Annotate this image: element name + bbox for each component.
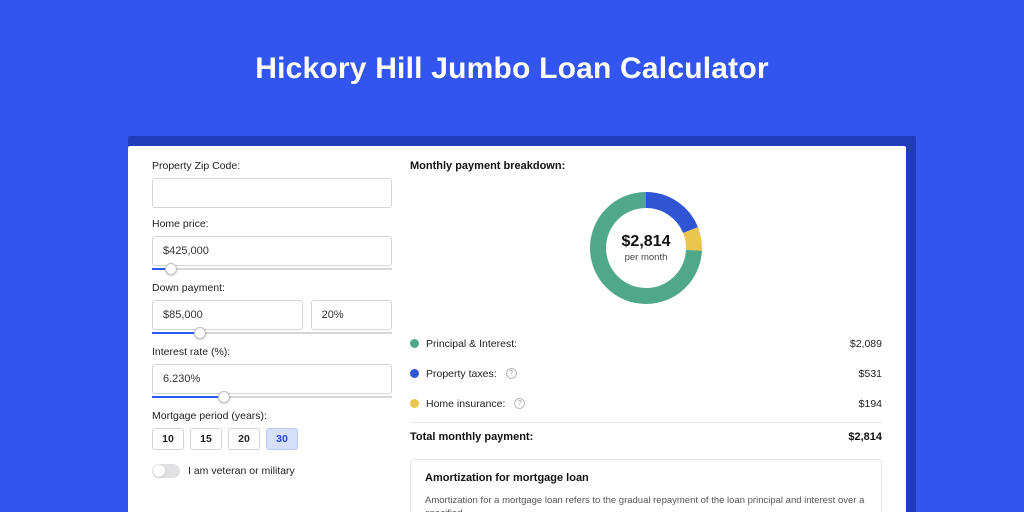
legend-row: Principal & Interest: $2,089 bbox=[410, 328, 882, 358]
total-value: $2,814 bbox=[848, 431, 882, 443]
legend-label: Home insurance: bbox=[426, 398, 505, 410]
interest-rate-group: Interest rate (%): bbox=[152, 346, 392, 400]
mortgage-period-label: Mortgage period (years): bbox=[152, 410, 392, 422]
breakdown-heading: Monthly payment breakdown: bbox=[410, 160, 882, 172]
veteran-row: I am veteran or military bbox=[152, 464, 392, 478]
page-background: Hickory Hill Jumbo Loan Calculator Prope… bbox=[0, 0, 1024, 512]
veteran-label: I am veteran or military bbox=[188, 465, 295, 477]
period-button-20[interactable]: 20 bbox=[228, 428, 260, 450]
legend-label: Principal & Interest: bbox=[426, 338, 517, 350]
legend-dot bbox=[410, 339, 419, 348]
legend-row: Property taxes:? $531 bbox=[410, 358, 882, 388]
slider-track bbox=[152, 268, 392, 270]
total-row: Total monthly payment: $2,814 bbox=[410, 422, 882, 443]
slider-fill bbox=[152, 332, 200, 334]
page-title: Hickory Hill Jumbo Loan Calculator bbox=[0, 0, 1024, 86]
down-payment-label: Down payment: bbox=[152, 282, 392, 294]
slider-fill bbox=[152, 396, 224, 398]
amortization-card: Amortization for mortgage loan Amortizat… bbox=[410, 459, 882, 512]
legend-row: Home insurance:? $194 bbox=[410, 388, 882, 418]
donut-chart: $2,814 per month bbox=[589, 191, 703, 305]
legend: Principal & Interest: $2,089 Property taxe… bbox=[410, 328, 882, 418]
legend-value: $194 bbox=[859, 398, 882, 410]
donut-center: $2,814 per month bbox=[589, 191, 703, 305]
legend-left: Principal & Interest: bbox=[410, 338, 517, 350]
info-icon[interactable]: ? bbox=[514, 398, 525, 409]
breakdown-panel: Monthly payment breakdown: $2,814 per mo… bbox=[410, 160, 882, 512]
home-price-label: Home price: bbox=[152, 218, 392, 230]
legend-dot bbox=[410, 369, 419, 378]
total-label: Total monthly payment: bbox=[410, 431, 533, 443]
legend-label: Property taxes: bbox=[426, 368, 497, 380]
home-price-slider[interactable] bbox=[152, 264, 392, 272]
legend-value: $531 bbox=[859, 368, 882, 380]
mortgage-period-options: 10 15 20 30 bbox=[152, 428, 392, 450]
toggle-knob bbox=[153, 465, 165, 477]
zip-label: Property Zip Code: bbox=[152, 160, 392, 172]
donut-center-value: $2,814 bbox=[622, 233, 671, 251]
down-payment-group: Down payment: bbox=[152, 282, 392, 336]
interest-rate-slider[interactable] bbox=[152, 392, 392, 400]
down-payment-percent-input[interactable] bbox=[311, 300, 392, 330]
slider-thumb[interactable] bbox=[194, 327, 206, 339]
card-inner: Property Zip Code: Home price: Down paym… bbox=[128, 146, 906, 512]
veteran-toggle[interactable] bbox=[152, 464, 180, 478]
legend-left: Home insurance:? bbox=[410, 398, 525, 410]
period-button-15[interactable]: 15 bbox=[190, 428, 222, 450]
calculator-card: Property Zip Code: Home price: Down paym… bbox=[128, 146, 906, 512]
slider-thumb[interactable] bbox=[218, 391, 230, 403]
period-button-30[interactable]: 30 bbox=[266, 428, 298, 450]
zip-group: Property Zip Code: bbox=[152, 160, 392, 208]
amortization-heading: Amortization for mortgage loan bbox=[425, 472, 867, 484]
donut-center-sub: per month bbox=[625, 252, 668, 263]
interest-rate-label: Interest rate (%): bbox=[152, 346, 392, 358]
home-price-group: Home price: bbox=[152, 218, 392, 272]
zip-input[interactable] bbox=[152, 178, 392, 208]
interest-rate-input[interactable] bbox=[152, 364, 392, 394]
home-price-input[interactable] bbox=[152, 236, 392, 266]
legend-value: $2,089 bbox=[850, 338, 882, 350]
info-icon[interactable]: ? bbox=[506, 368, 517, 379]
legend-left: Property taxes:? bbox=[410, 368, 517, 380]
amortization-paragraph: Amortization for a mortgage loan refers … bbox=[425, 494, 867, 512]
donut-area: $2,814 per month bbox=[410, 178, 882, 318]
down-payment-amount-input[interactable] bbox=[152, 300, 303, 330]
down-payment-slider[interactable] bbox=[152, 328, 392, 336]
period-button-10[interactable]: 10 bbox=[152, 428, 184, 450]
legend-dot bbox=[410, 399, 419, 408]
slider-thumb[interactable] bbox=[165, 263, 177, 275]
form-panel: Property Zip Code: Home price: Down paym… bbox=[152, 160, 392, 512]
mortgage-period-group: Mortgage period (years): 10 15 20 30 bbox=[152, 410, 392, 450]
